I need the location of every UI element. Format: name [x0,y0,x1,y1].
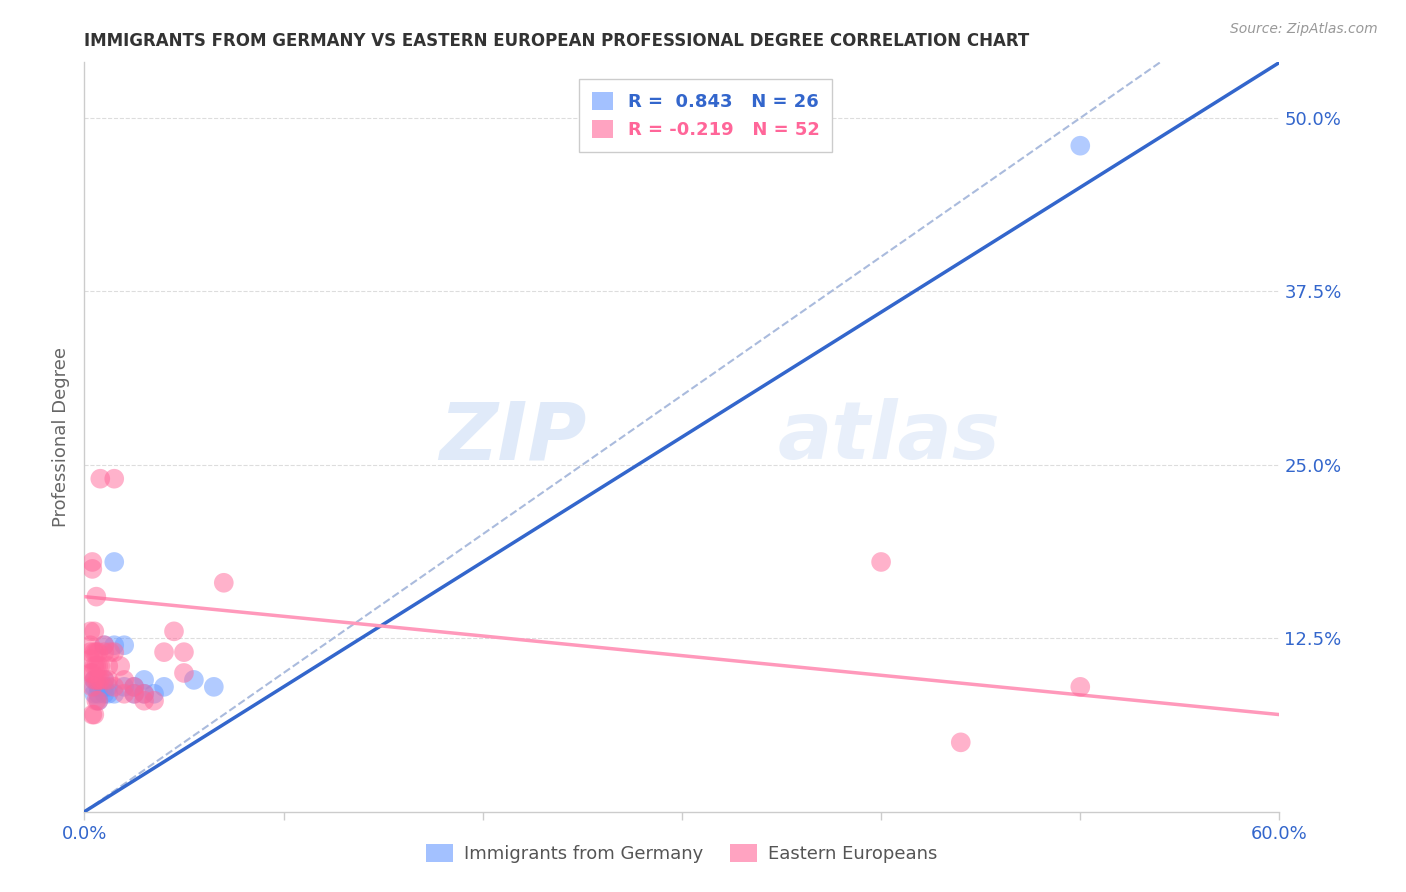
Point [132,687,156,701]
Point [112,680,135,694]
Point [87,694,110,708]
Point [97,659,120,673]
Point [82,680,104,694]
Y-axis label: Professional Degree: Professional Degree [52,347,70,527]
Point [122,687,145,701]
Point [83,673,105,687]
Point [86,673,108,687]
Point [1069,138,1091,153]
Point [83,707,105,722]
Point [93,638,115,652]
Point [97,673,120,687]
Point [103,472,125,486]
Point [86,645,108,659]
Point [93,687,115,701]
Point [143,687,166,701]
Point [183,673,205,687]
Point [98,645,121,659]
Point [122,680,145,694]
Point [83,645,105,659]
Point [82,555,104,569]
Text: Source: ZipAtlas.com: Source: ZipAtlas.com [1230,22,1378,37]
Point [83,624,105,639]
Point [79,624,101,639]
Point [103,638,125,652]
Text: ZIP: ZIP [439,398,586,476]
Point [173,665,195,680]
Point [87,645,110,659]
Point [153,680,176,694]
Point [79,665,101,680]
Point [93,638,115,652]
Point [93,673,115,687]
Point [82,665,104,680]
Point [132,694,156,708]
Point [83,687,105,701]
Text: IMMIGRANTS FROM GERMANY VS EASTERN EUROPEAN PROFESSIONAL DEGREE CORRELATION CHAR: IMMIGRANTS FROM GERMANY VS EASTERN EUROP… [84,32,1029,50]
Point [1069,680,1091,694]
Point [173,645,195,659]
Point [132,673,156,687]
Point [83,680,105,694]
Point [103,687,125,701]
Point [87,687,110,701]
Point [202,680,225,694]
Text: atlas: atlas [778,398,1000,476]
Legend: Immigrants from Germany, Eastern Europeans: Immigrants from Germany, Eastern Europea… [419,837,945,870]
Point [93,673,115,687]
Point [132,687,156,701]
Point [87,680,110,694]
Point [87,694,110,708]
Point [112,673,135,687]
Point [82,562,104,576]
Point [870,555,893,569]
Point [110,659,132,673]
Point [83,673,105,687]
Point [86,694,108,708]
Point [143,694,166,708]
Point [79,638,101,652]
Point [122,687,145,701]
Point [212,575,235,590]
Point [949,735,972,749]
Point [89,659,111,673]
Point [89,673,111,687]
Point [153,645,176,659]
Point [97,680,120,694]
Point [103,555,125,569]
Point [89,472,111,486]
Point [97,687,120,701]
Point [122,680,145,694]
Point [87,673,110,687]
Point [112,687,135,701]
Point [93,680,115,694]
Point [83,659,105,673]
Point [86,590,108,604]
Point [86,659,108,673]
Point [79,652,101,666]
Point [82,707,104,722]
Point [87,659,110,673]
Point [93,645,115,659]
Point [163,624,186,639]
Point [112,638,135,652]
Point [79,645,101,659]
Point [103,645,125,659]
Point [103,680,125,694]
